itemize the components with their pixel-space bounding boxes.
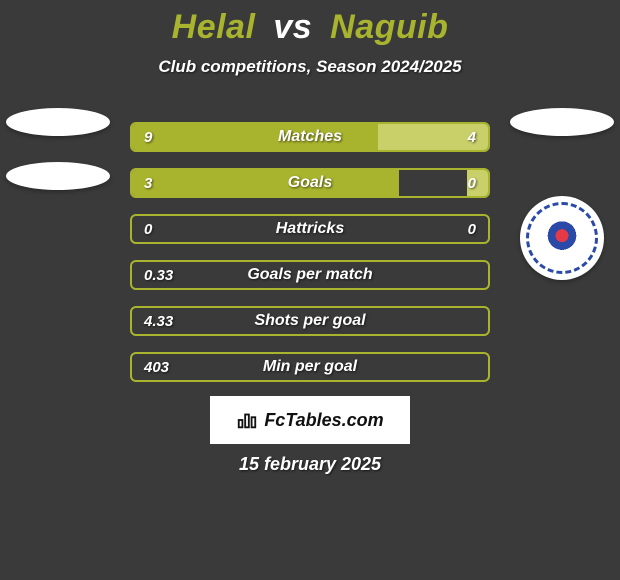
comparison-infographic: Helal vs Naguib Club competitions, Seaso… (0, 0, 620, 580)
stat-label: Goals per match (132, 266, 488, 284)
stat-value-right: 0 (468, 221, 476, 238)
branding-text: FcTables.com (264, 410, 383, 431)
title-vs: vs (273, 8, 312, 46)
date-text: 15 february 2025 (239, 454, 381, 475)
placeholder-ellipse-icon (510, 108, 614, 136)
stat-label: Min per goal (132, 358, 488, 376)
subtitle: Club competitions, Season 2024/2025 (0, 57, 620, 77)
stat-row: Goals per match0.33 (130, 260, 490, 290)
stat-row: Shots per goal4.33 (130, 306, 490, 336)
title-player1: Helal (172, 8, 256, 46)
title: Helal vs Naguib (0, 0, 620, 47)
stat-value-left: 4.33 (144, 313, 173, 330)
stat-value-left: 0.33 (144, 267, 173, 284)
stat-row: Min per goal403 (130, 352, 490, 382)
stat-bar-left (132, 124, 378, 150)
stat-value-left: 3 (144, 175, 152, 192)
stat-value-left: 0 (144, 221, 152, 238)
club-left-placeholder (6, 108, 110, 212)
stat-value-right: 4 (468, 129, 476, 146)
stat-label: Hattricks (132, 220, 488, 238)
stat-row: Goals30 (130, 168, 490, 198)
chart-icon (236, 409, 258, 431)
placeholder-ellipse-icon (6, 162, 110, 190)
stat-value-left: 403 (144, 359, 169, 376)
stat-value-left: 9 (144, 129, 152, 146)
stat-value-right: 0 (468, 175, 476, 192)
stat-row: Matches94 (130, 122, 490, 152)
branding-badge: FcTables.com (210, 396, 410, 444)
placeholder-ellipse-icon (6, 108, 110, 136)
stat-label: Shots per goal (132, 312, 488, 330)
stat-bar-left (132, 170, 399, 196)
crest-inner-icon (538, 214, 586, 262)
comparison-bars: Matches94Goals30Hattricks00Goals per mat… (130, 122, 490, 398)
club-right-placeholder (510, 108, 614, 212)
title-player2: Naguib (330, 8, 448, 46)
stat-row: Hattricks0 0 (130, 214, 490, 244)
club-crest-icon (520, 196, 604, 280)
